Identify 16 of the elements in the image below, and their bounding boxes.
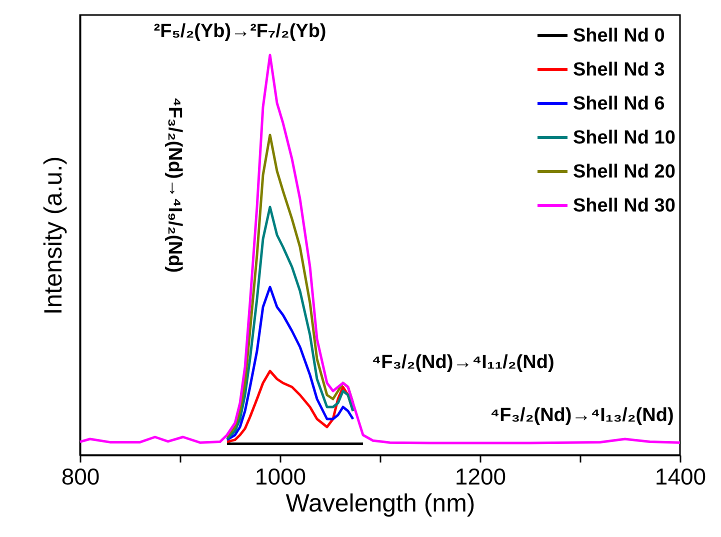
legend-label: Shell Nd 6: [573, 94, 665, 114]
x-tick-label: 1200: [454, 464, 506, 490]
legend-label: Shell Nd 20: [573, 162, 676, 182]
x-tick-label: 1400: [654, 464, 706, 490]
x-axis-title: Wavelength (nm): [286, 490, 476, 518]
x-tick-label: 800: [61, 464, 100, 490]
legend-label: Shell Nd 3: [573, 60, 665, 80]
legend-label: Shell Nd 10: [573, 128, 676, 148]
legend-label: Shell Nd 0: [573, 26, 665, 46]
annotation: ⁴F₃/₂(Nd)→⁴I₉/₂(Nd): [164, 97, 185, 273]
legend-label: Shell Nd 30: [573, 196, 676, 216]
y-axis-title: Intensity (a.u.): [40, 156, 68, 315]
x-tick-label: 1000: [254, 464, 306, 490]
annotation: ⁴F₃/₂(Nd)→⁴I₁₃/₂(Nd): [490, 405, 674, 426]
annotation: ⁴F₃/₂(Nd)→⁴I₁₁/₂(Nd): [372, 352, 554, 373]
text: ²F₅/₂(Yb)→²F₇/₂(Yb): [154, 21, 326, 42]
